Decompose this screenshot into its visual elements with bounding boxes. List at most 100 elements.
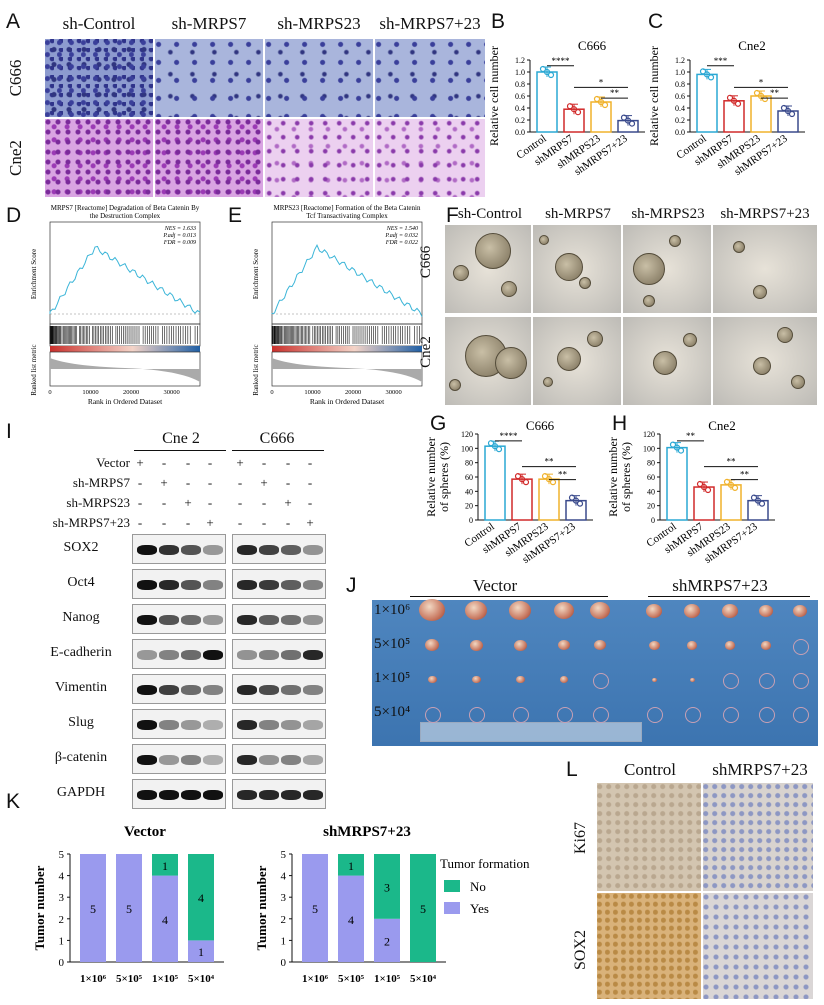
blot-sign: - [285, 455, 291, 470]
fdr-label: FDR = 0.022 [385, 240, 418, 246]
blot-sign: - [261, 455, 267, 470]
data-point [574, 109, 582, 116]
blot-group-line-cne2 [134, 450, 226, 451]
tumor [590, 602, 610, 619]
blot-band [159, 790, 179, 800]
empty-site [593, 673, 609, 689]
sphere-photo-r2-c1 [444, 316, 532, 406]
sphere-photo-r1-c1 [444, 224, 532, 314]
blot-sign: - [137, 475, 143, 490]
ihc-ki67-shmrps723 [702, 782, 814, 892]
data-point [730, 97, 738, 104]
data-point [518, 476, 526, 483]
data-point [543, 68, 551, 76]
blot-band [203, 545, 223, 555]
panel-letter-k: K [6, 790, 21, 813]
x-tick-label: 30000 [385, 389, 401, 396]
bar [511, 478, 533, 521]
blot-sign: - [261, 495, 267, 510]
blot-band [259, 790, 279, 800]
blot-strip [232, 534, 326, 564]
bar [538, 478, 560, 521]
blot-band [137, 755, 157, 765]
bar-yes-label: 4 [162, 913, 168, 927]
tumor [425, 639, 439, 651]
y-tick-label: 1 [281, 935, 287, 947]
blot-band [303, 580, 323, 590]
data-point [750, 494, 758, 501]
chart-k: Vector 0 1 2 3 4 5 Tumor number 5 1×10⁶ 5 5×10⁵ 4 1 1×… [32, 824, 530, 985]
tumor [515, 675, 525, 684]
bar-yes-label: 5 [312, 902, 318, 916]
tumor [427, 675, 437, 684]
blot-strip [232, 709, 326, 739]
ihc-row-ki67: Ki67 [572, 822, 589, 854]
tumor [513, 639, 527, 651]
blot-sign: + [260, 475, 268, 490]
y-tick-label: 0 [281, 957, 287, 969]
es-ylabel: Enrichment Score [30, 249, 38, 299]
empty-site [793, 707, 809, 723]
data-point [568, 494, 576, 501]
blot-band [181, 790, 201, 800]
sphere [683, 333, 697, 347]
bar-yes [80, 854, 106, 962]
blot-band [181, 755, 201, 765]
blot-sign: - [161, 455, 167, 470]
tumor [509, 601, 531, 620]
tumor [759, 605, 773, 617]
sphere [653, 351, 677, 375]
blot-group-line-c666 [232, 450, 324, 451]
data-point [566, 103, 574, 110]
y-tick-label: 0.6 [515, 92, 525, 101]
bar-yes-label: 5 [126, 902, 132, 916]
tumor [651, 677, 657, 682]
panel-letter-f: F [446, 204, 459, 227]
sphere [753, 285, 767, 299]
blot-band [159, 650, 179, 660]
blot-band [259, 685, 279, 695]
rank-color-bar [50, 346, 200, 352]
data-point [549, 479, 557, 486]
blot-band [137, 580, 157, 590]
gsea-title-1: MRPS23 [Reactome] Formation of the Beta … [274, 204, 421, 212]
blot-band [159, 545, 179, 555]
panel-a-row-c666: C666 [6, 59, 25, 97]
blot-sign: - [261, 515, 267, 530]
y-tick-label: 60 [647, 473, 655, 482]
empty-site [469, 707, 485, 723]
blot-band [159, 755, 179, 765]
sphere [501, 281, 517, 297]
empty-site [513, 707, 529, 723]
y-tick-label: 1.2 [515, 56, 525, 65]
blot-band [237, 720, 257, 730]
data-point [696, 480, 704, 488]
blot-group-c666: C666 [259, 430, 295, 447]
nes-label: NES = 1.540 [386, 225, 418, 232]
bar-yes [338, 875, 364, 962]
gsea-title-2: Tcf Transactivating Complex [306, 212, 388, 220]
chart-g: C666 0 20 40 60 80 100 120 Relative number of sph… [426, 418, 593, 566]
rank-color-bar [272, 346, 422, 352]
data-point [780, 104, 788, 112]
gsea-plot-d: MRPS7 [Reactome] Degradation of Beta Cat… [30, 204, 201, 406]
blot-strip [132, 534, 226, 564]
panel-a-row-cne2: Cne2 [6, 140, 25, 176]
chart-title: C666 [578, 38, 607, 53]
blot-band [259, 615, 279, 625]
gsea-xlabel: Rank in Ordered Dataset [310, 397, 385, 406]
data-point [547, 71, 555, 79]
ihc-col-control: Control [624, 760, 676, 779]
sphere [633, 253, 665, 285]
nes-label: NES = 1.633 [164, 226, 196, 232]
blot-strip [132, 674, 226, 704]
sphere-photo-r1-c2 [532, 224, 622, 314]
blot-strip [232, 604, 326, 634]
micrograph-a-c666-mrps723 [374, 38, 486, 118]
y-tick-label: 2 [281, 914, 287, 926]
sphere [495, 347, 527, 379]
blot-strip [232, 744, 326, 774]
blot-protein-label: Nanog [62, 610, 100, 625]
micrograph-a-c666-mrps23 [264, 38, 374, 118]
bar [696, 73, 718, 133]
